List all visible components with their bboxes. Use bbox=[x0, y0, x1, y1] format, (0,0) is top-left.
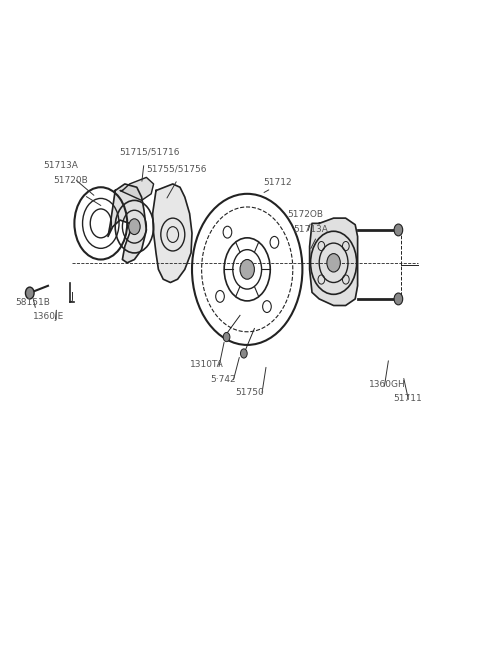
Text: 58151B: 58151B bbox=[15, 298, 50, 307]
Circle shape bbox=[394, 293, 403, 305]
Circle shape bbox=[240, 349, 247, 358]
Text: J: J bbox=[71, 292, 73, 302]
Polygon shape bbox=[153, 184, 192, 283]
Circle shape bbox=[327, 254, 340, 272]
Polygon shape bbox=[120, 177, 154, 200]
Polygon shape bbox=[108, 184, 146, 263]
Text: 1360JE: 1360JE bbox=[33, 312, 64, 321]
Text: 51715/51716: 51715/51716 bbox=[119, 148, 180, 157]
Text: 51711: 51711 bbox=[394, 394, 422, 403]
Text: 5·742: 5·742 bbox=[210, 374, 236, 384]
Circle shape bbox=[129, 219, 140, 235]
Text: 51750: 51750 bbox=[235, 388, 264, 397]
Circle shape bbox=[394, 224, 403, 236]
Polygon shape bbox=[310, 218, 358, 306]
Text: 51755/51756: 51755/51756 bbox=[146, 164, 207, 173]
Circle shape bbox=[240, 260, 254, 279]
Text: 5172OB: 5172OB bbox=[287, 210, 323, 219]
Text: 1310TA: 1310TA bbox=[190, 360, 223, 369]
Text: 51713A: 51713A bbox=[43, 161, 78, 170]
Text: 51712: 51712 bbox=[263, 178, 292, 187]
Circle shape bbox=[25, 287, 34, 299]
Text: 51713A: 51713A bbox=[294, 225, 329, 235]
Circle shape bbox=[223, 332, 230, 342]
Text: 51720B: 51720B bbox=[53, 176, 87, 185]
Text: 1360GH: 1360GH bbox=[369, 380, 406, 389]
